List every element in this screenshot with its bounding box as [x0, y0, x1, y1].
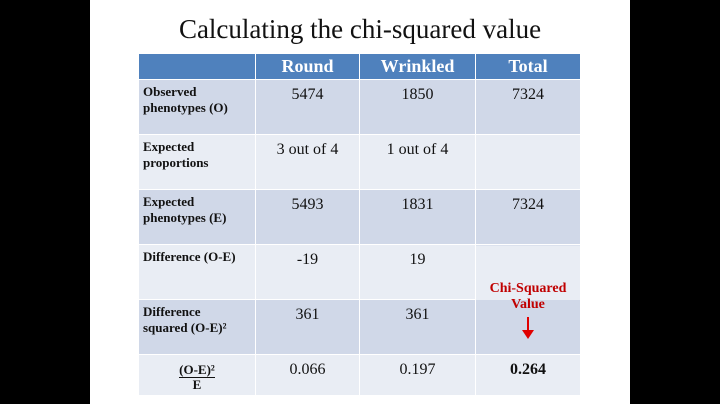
header-wrinkled: Wrinkled	[359, 53, 476, 80]
row-label: Expected phenotypes (E)	[138, 189, 256, 245]
fraction-denominator: E	[192, 377, 202, 392]
cell-wrinkled: 361	[359, 299, 476, 355]
arrow-down-icon	[521, 317, 535, 339]
cell-round: 0.066	[255, 354, 360, 396]
row-label-line1: Difference	[143, 304, 201, 319]
cell-total	[475, 134, 581, 190]
table-row: Difference (O-E) -19 19 Chi-Squared Valu…	[138, 244, 581, 355]
chi-squared-table: Round Wrinkled Total Observed phenotypes…	[138, 53, 581, 396]
row-label: Difference squared (O-E)²	[138, 299, 256, 355]
slide: Calculating the chi-squared value Round …	[90, 0, 630, 404]
table-row: Observed phenotypes (O) 5474 1850 7324	[138, 79, 581, 135]
cell-wrinkled: 1 out of 4	[359, 134, 476, 190]
fraction-numerator: (O-E)²	[179, 362, 215, 378]
cell-round: -19	[255, 244, 360, 300]
row-label: Difference (O-E)	[138, 244, 256, 300]
cell-wrinkled: 1831	[359, 189, 476, 245]
slide-title: Calculating the chi-squared value	[178, 14, 542, 44]
row-label: Expected proportions	[138, 134, 256, 190]
cell-round: 5474	[255, 79, 360, 135]
cell-round: 5493	[255, 189, 360, 245]
cell-wrinkled: 0.197	[359, 354, 476, 396]
annotation-line1: Chi-Squared	[489, 281, 567, 296]
table-row: (O-E)² E 0.066 0.197 0.264	[138, 354, 581, 396]
header-total: Total	[475, 53, 581, 80]
cell-total: 7324	[475, 189, 581, 245]
cell-round: 3 out of 4	[255, 134, 360, 190]
cell-total: 7324	[475, 79, 581, 135]
chi-squared-annotation: Chi-Squared Value	[475, 244, 581, 355]
row-label: Observed phenotypes (O)	[138, 79, 256, 135]
table-row: Expected proportions 3 out of 4 1 out of…	[138, 134, 581, 190]
cell-round: 361	[255, 299, 360, 355]
table-row: Expected phenotypes (E) 5493 1831 7324	[138, 189, 581, 245]
header-empty	[138, 53, 256, 80]
cell-wrinkled: 19	[359, 244, 476, 300]
chi-squared-total: 0.264	[475, 354, 581, 396]
header-row: Round Wrinkled Total	[138, 53, 581, 80]
row-label-fraction: (O-E)² E	[138, 354, 256, 396]
row-label-line2: squared (O-E)²	[143, 320, 227, 335]
annotation-line2: Value	[511, 297, 545, 312]
cell-wrinkled: 1850	[359, 79, 476, 135]
header-round: Round	[255, 53, 360, 80]
table-row: Difference squared (O-E)² 361 361	[138, 299, 581, 355]
